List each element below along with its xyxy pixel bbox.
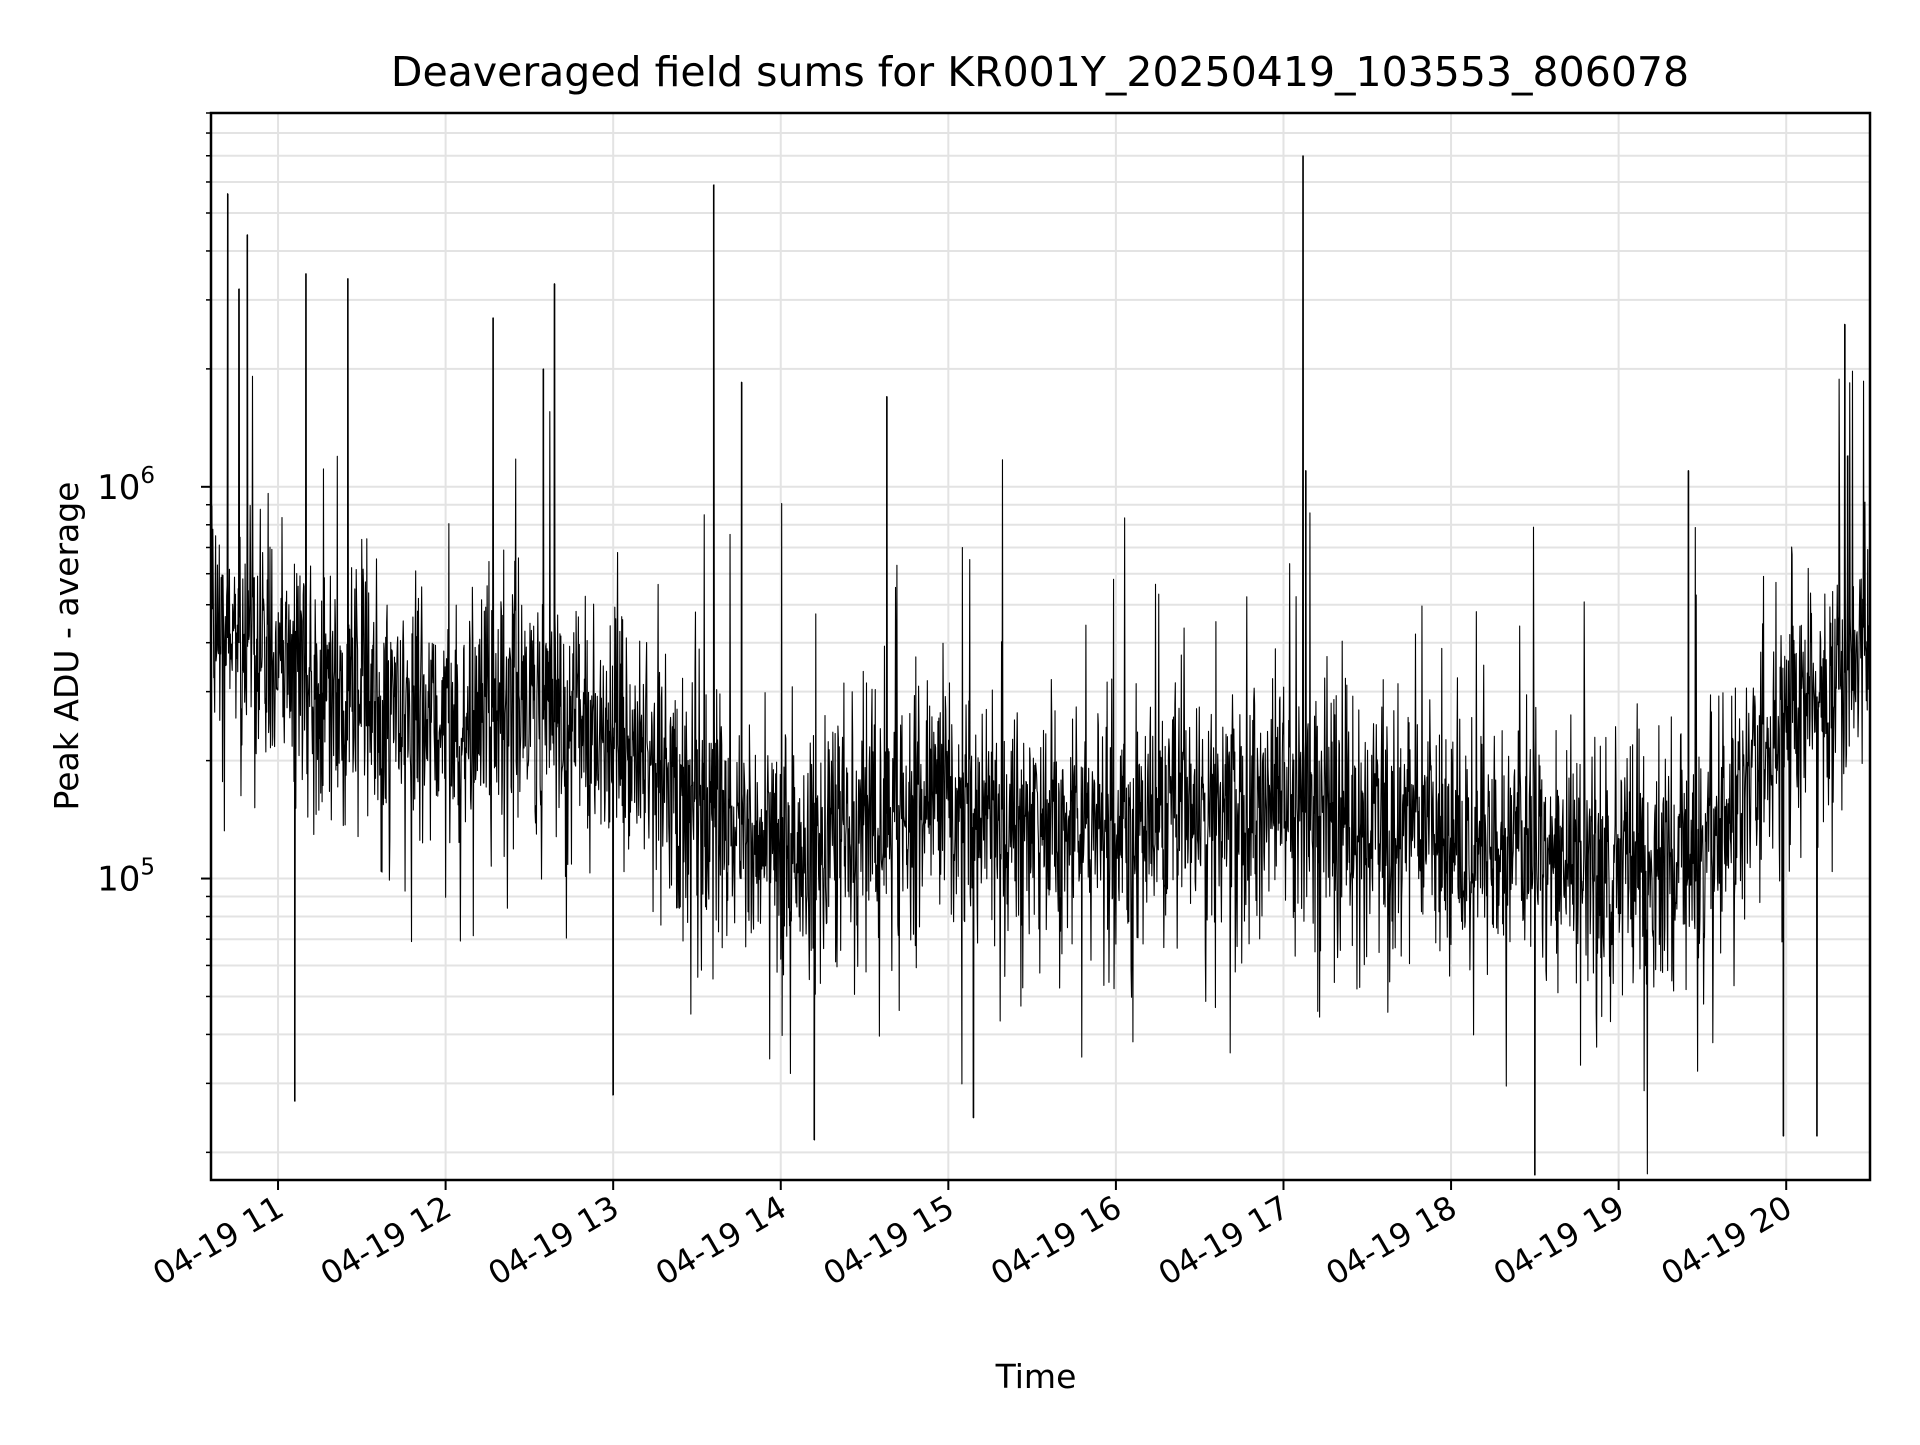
plot-frame [209,111,1872,1182]
x-axis-label: Time [995,1357,1077,1396]
series-line [210,155,1871,1176]
y-tick-label: 106 [97,463,155,508]
y-tick-labels: 105 106 [97,463,155,900]
chart-title: Deaveraged field sums for KR001Y_2025041… [391,48,1689,96]
y-tick-label: 105 [97,855,155,900]
plot-area [210,155,1871,1176]
y-axis-label: Peak ADU - average [47,482,86,811]
tick-marks [201,112,1788,1190]
